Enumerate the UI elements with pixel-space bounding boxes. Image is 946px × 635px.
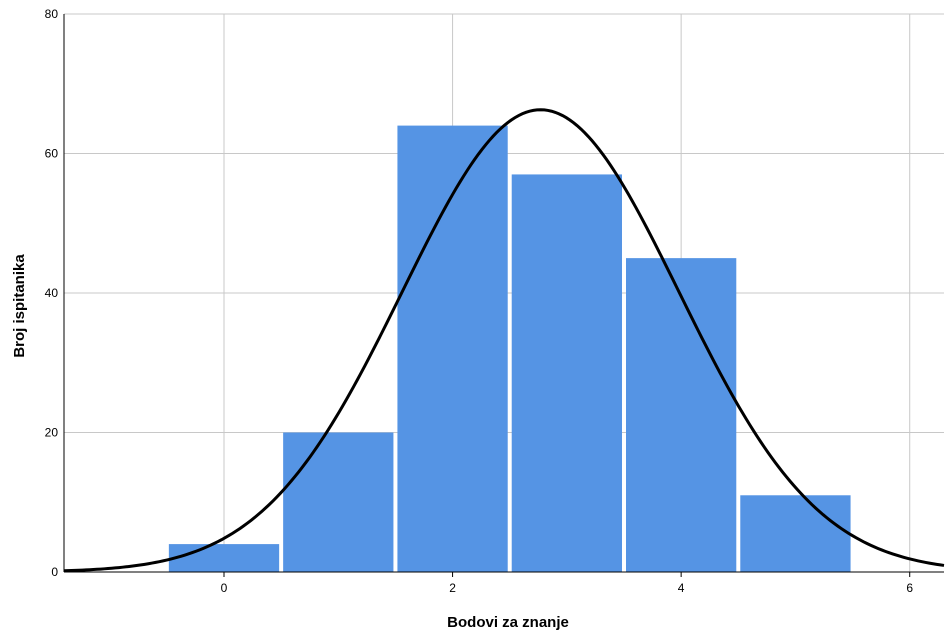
y-tick-label-40: 40 <box>45 286 59 300</box>
histogram-bar-4 <box>626 258 737 572</box>
y-tick-label-80: 80 <box>45 7 59 21</box>
y-tick-label-20: 20 <box>45 426 59 440</box>
normal-curve <box>63 108 945 573</box>
normal-curve-group <box>63 108 945 573</box>
y-tick-label-0: 0 <box>51 565 58 579</box>
x-tick-labels: 0 2 4 6 <box>221 581 914 595</box>
histogram-bar-2 <box>397 125 508 572</box>
x-tick-label-4: 4 <box>678 581 685 595</box>
histogram-bar-1 <box>283 432 394 572</box>
histogram-bar-3 <box>511 174 622 573</box>
histogram-bar-5 <box>740 495 851 572</box>
x-tick-label-6: 6 <box>906 581 913 595</box>
axes <box>63 14 944 577</box>
y-tick-label-60: 60 <box>45 147 59 161</box>
y-axis-title: Broj ispitanika <box>11 254 28 358</box>
histogram-bar-0 <box>168 544 280 572</box>
y-tick-labels: 0 20 40 60 80 <box>45 7 59 579</box>
histogram-bars <box>168 125 851 573</box>
x-tick-label-2: 2 <box>449 581 456 595</box>
x-tick-label-0: 0 <box>221 581 228 595</box>
x-axis-title: Bodovi za znanje <box>447 614 569 631</box>
